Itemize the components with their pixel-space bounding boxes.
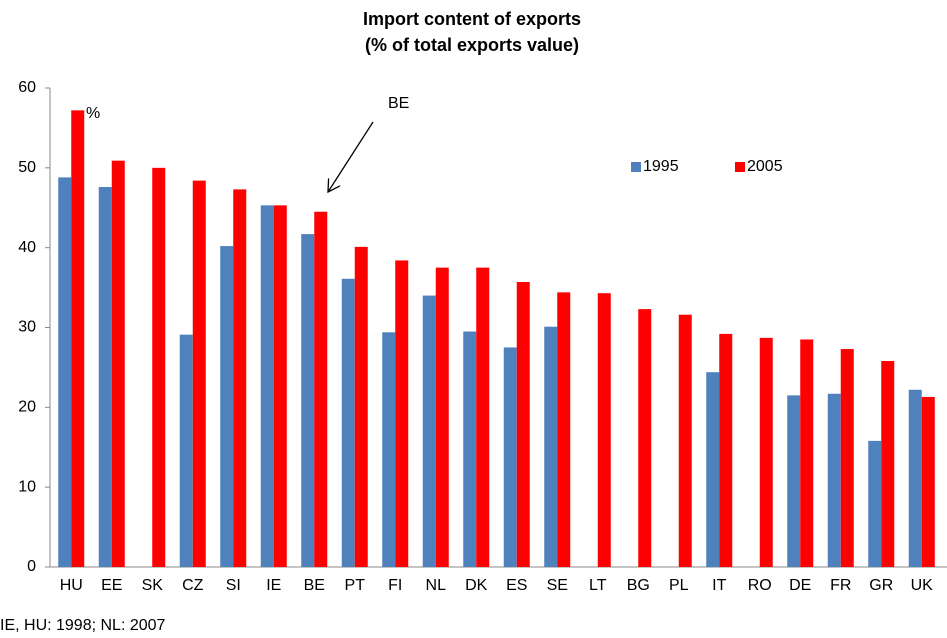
- bar: [273, 205, 287, 568]
- bar: [111, 160, 125, 568]
- y-tick-label: 40: [18, 239, 36, 256]
- bar: [706, 372, 720, 567]
- legend-swatch: [735, 162, 745, 172]
- bar: [908, 389, 922, 567]
- bar: [98, 186, 112, 567]
- bar: [341, 278, 355, 567]
- x-tick-label: PT: [345, 577, 366, 594]
- x-tick-label: IE: [266, 577, 281, 594]
- bar: [827, 393, 841, 567]
- footnote: IE, HU: 1998; NL: 2007: [0, 617, 166, 634]
- y-tick-label: 60: [18, 79, 36, 96]
- bar: [719, 333, 733, 567]
- bar: [354, 246, 368, 567]
- x-tick-label: SE: [547, 577, 568, 594]
- legend-label: 2005: [747, 158, 783, 175]
- bar: [314, 211, 328, 567]
- bar: [435, 267, 449, 567]
- bar: [301, 234, 315, 567]
- arrow: [328, 121, 374, 192]
- x-tick-label: BE: [304, 577, 325, 594]
- bar: [800, 339, 814, 567]
- x-tick-label: SK: [142, 577, 164, 594]
- bar: [557, 292, 571, 567]
- legend-swatch: [631, 162, 641, 172]
- bar: [881, 361, 895, 567]
- bar: [921, 396, 935, 567]
- x-tick-label: FR: [830, 577, 851, 594]
- bar: [638, 309, 652, 567]
- chart-title: Import content of exports: [363, 9, 581, 29]
- bar: [192, 180, 206, 567]
- y-tick-label: 10: [18, 478, 36, 495]
- x-tick-label: BG: [627, 577, 650, 594]
- bar: [58, 177, 72, 567]
- x-tick-label: CZ: [182, 577, 204, 594]
- annotation: BE: [388, 95, 409, 112]
- x-tick-label: SI: [226, 577, 241, 594]
- x-tick-label: HU: [60, 577, 83, 594]
- bar: [678, 314, 692, 567]
- bar: [787, 395, 801, 567]
- x-tick-label: RO: [748, 577, 772, 594]
- bar: [395, 260, 409, 567]
- bar: [233, 189, 247, 567]
- bar: [759, 337, 773, 567]
- bar: [179, 334, 193, 567]
- bar: [868, 440, 882, 567]
- bar: [463, 331, 477, 567]
- chart-subtitle: (% of total exports value): [365, 35, 579, 55]
- bar: [597, 293, 611, 567]
- annotation: %: [86, 105, 100, 122]
- x-tick-label: UK: [911, 577, 934, 594]
- x-tick-label: DK: [465, 577, 488, 594]
- y-tick-label: 50: [18, 159, 36, 176]
- legend-label: 1995: [643, 158, 679, 175]
- bar: [71, 110, 85, 567]
- bar: [476, 267, 490, 567]
- bar: [260, 205, 274, 568]
- bar: [382, 332, 396, 567]
- x-tick-label: EE: [101, 577, 122, 594]
- y-tick-label: 20: [18, 399, 36, 416]
- x-tick-label: GR: [869, 577, 893, 594]
- y-tick-label: 30: [18, 319, 36, 336]
- bar: [422, 295, 436, 567]
- x-tick-label: LT: [589, 577, 607, 594]
- bar: [544, 326, 558, 567]
- x-tick-label: NL: [426, 577, 447, 594]
- bar: [152, 167, 166, 568]
- bar: [220, 246, 234, 567]
- x-tick-label: IT: [712, 577, 726, 594]
- x-tick-label: ES: [506, 577, 527, 594]
- x-tick-label: DE: [789, 577, 811, 594]
- y-tick-label: 0: [27, 558, 36, 575]
- bar: [516, 281, 530, 567]
- x-tick-label: PL: [669, 577, 689, 594]
- bar: [840, 349, 854, 567]
- bar: [503, 347, 517, 567]
- x-tick-label: FI: [388, 577, 402, 594]
